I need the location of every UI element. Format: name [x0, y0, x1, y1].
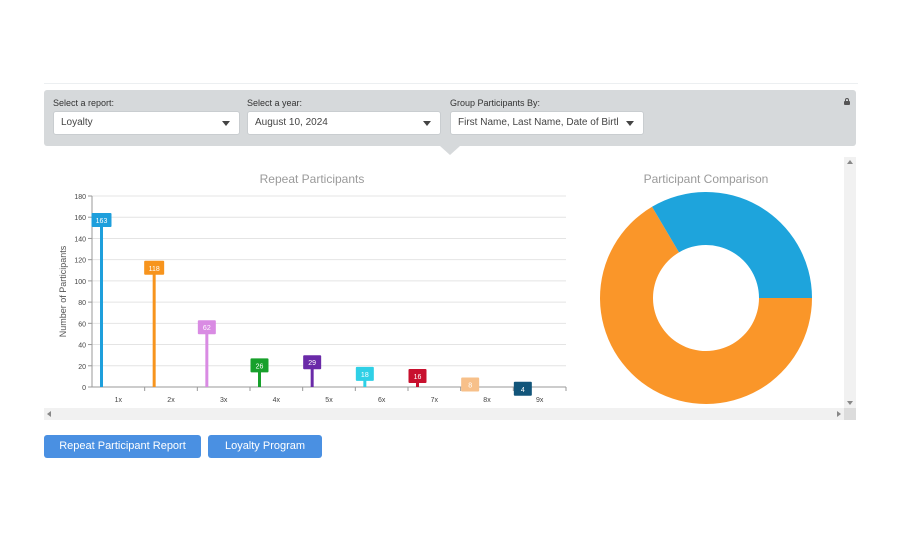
- x-tick-label: 7x: [431, 397, 439, 404]
- year-select-value: August 10, 2024: [255, 117, 328, 128]
- y-tick-label: 80: [78, 300, 86, 307]
- year-select[interactable]: August 10, 2024: [247, 111, 441, 135]
- report-select[interactable]: Loyalty: [53, 111, 240, 135]
- y-tick-label: 60: [78, 321, 86, 328]
- filter-bar-pointer: [440, 146, 460, 155]
- bar: [205, 321, 209, 387]
- vertical-scrollbar[interactable]: [844, 157, 856, 408]
- chart-title: Participant Comparison: [644, 172, 769, 186]
- lock-icon[interactable]: [844, 98, 850, 105]
- data-label: 18: [361, 372, 369, 379]
- x-tick-label: 6x: [378, 397, 386, 404]
- y-tick-label: 40: [78, 343, 86, 350]
- chevron-down-icon: [423, 121, 431, 126]
- data-label-bg: [461, 377, 480, 392]
- y-tick-label: 180: [74, 194, 86, 201]
- bar: [100, 214, 103, 387]
- y-tick-label: 140: [74, 236, 86, 243]
- repeat-participants-chart: Repeat Participants Number of Participant…: [58, 172, 567, 404]
- chevron-down-icon: [222, 121, 230, 126]
- scroll-left-icon[interactable]: [47, 411, 51, 417]
- x-tick-label: 1x: [115, 397, 123, 404]
- x-tick-label: 2x: [167, 397, 175, 404]
- pie-slice: [652, 192, 812, 298]
- group-label: Group Participants By:: [450, 98, 541, 108]
- y-tick-label: 0: [82, 385, 86, 392]
- data-label-bg: [144, 260, 165, 275]
- data-label-bg: [250, 358, 269, 373]
- data-label: 16: [414, 374, 422, 381]
- bar: [152, 261, 156, 387]
- data-label-bg: [197, 320, 216, 335]
- report-label: Select a report:: [53, 98, 115, 108]
- data-label: 62: [203, 325, 211, 332]
- data-label: 118: [149, 266, 160, 273]
- data-label: 29: [308, 360, 316, 367]
- x-tick-label: 3x: [220, 397, 228, 404]
- report-select-value: Loyalty: [61, 117, 93, 128]
- filter-bar: Select a report: Loyalty Select a year: …: [44, 90, 856, 146]
- y-tick-label: 100: [74, 279, 86, 286]
- x-tick-label: 8x: [483, 397, 491, 404]
- y-axis-title: Number of Participants: [58, 245, 68, 337]
- y-tick-label: 20: [78, 364, 86, 371]
- year-label: Select a year:: [247, 98, 303, 108]
- scroll-up-icon[interactable]: [847, 160, 853, 164]
- pie-slice: [600, 206, 812, 404]
- data-label-bg: [408, 369, 427, 384]
- bar: [258, 359, 261, 387]
- top-divider: [44, 83, 858, 84]
- y-tick-label: 160: [74, 215, 86, 222]
- data-label-bg: [513, 381, 532, 396]
- data-label-bg: [303, 355, 322, 370]
- repeat-participant-report-button[interactable]: Repeat Participant Report: [44, 435, 201, 458]
- data-label: 4: [521, 387, 525, 394]
- bar: [310, 356, 314, 387]
- horizontal-scrollbar[interactable]: [44, 408, 844, 420]
- data-label-bg: [355, 366, 374, 381]
- y-tick-label: 120: [74, 258, 86, 265]
- scroll-right-icon[interactable]: [837, 411, 841, 417]
- data-label: 8: [468, 383, 472, 390]
- data-label: 26: [256, 363, 264, 370]
- data-label-bg: [91, 213, 112, 228]
- scrollbar-corner: [844, 408, 856, 420]
- loyalty-program-button[interactable]: Loyalty Program: [208, 435, 322, 458]
- data-label: 163: [96, 218, 108, 225]
- x-tick-label: 9x: [536, 397, 544, 404]
- chart-title: Repeat Participants: [260, 172, 365, 186]
- scroll-down-icon[interactable]: [847, 401, 853, 405]
- x-tick-label: 4x: [273, 397, 281, 404]
- chevron-down-icon: [626, 121, 634, 126]
- x-tick-label: 5x: [325, 397, 333, 404]
- participant-comparison-chart: Participant Comparison: [600, 172, 812, 404]
- group-select-value: First Name, Last Name, Date of Birth, Ge…: [458, 117, 618, 128]
- group-select[interactable]: First Name, Last Name, Date of Birth, Ge…: [450, 111, 644, 135]
- chart-panel: Repeat Participants Number of Participant…: [44, 157, 856, 420]
